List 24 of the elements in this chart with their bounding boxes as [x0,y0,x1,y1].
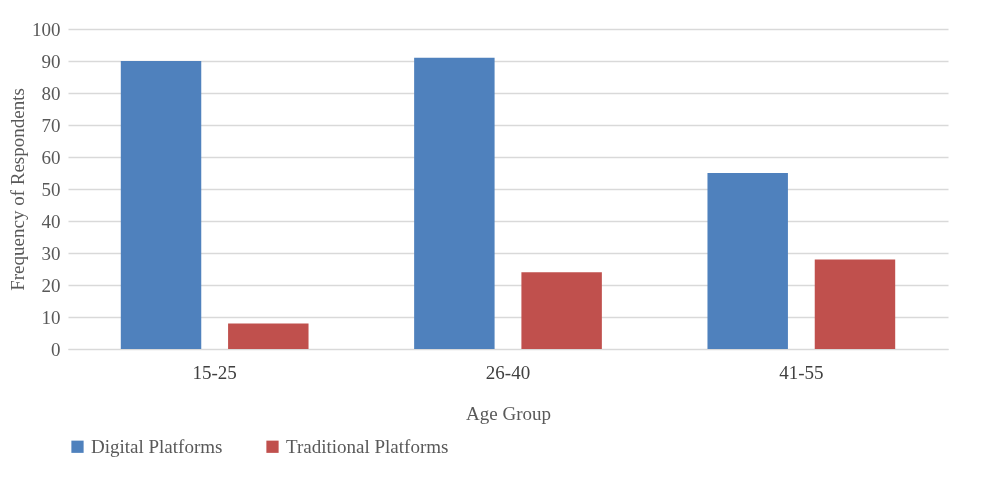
y-tick-label: 0 [51,338,61,360]
y-tick-label: 70 [41,114,61,136]
x-tick-label: 41-55 [779,361,824,383]
bar [120,61,202,349]
y-tick-label: 30 [41,242,61,264]
y-tick-label: 50 [41,178,61,200]
y-tick-label: 40 [41,210,61,232]
y-tick-label: 60 [41,146,61,168]
x-axis-title: Age Group [466,402,551,424]
bar [414,57,495,349]
legend-label: Traditional Platforms [286,435,449,457]
y-tick-label: 90 [41,50,61,72]
y-tick-label: 80 [41,82,61,104]
y-tick-label: 20 [41,274,61,296]
y-tick-label: 100 [32,18,61,40]
bar [707,173,788,349]
x-tick-label: 15-25 [192,361,237,383]
legend-label: Digital Platforms [91,435,223,457]
bar [814,259,896,349]
x-tick-label: 26-40 [485,361,531,383]
y-axis-title: Frequency of Respondents [7,88,28,291]
bar [521,272,602,349]
bar [228,323,309,349]
y-tick-label: 10 [41,306,61,328]
